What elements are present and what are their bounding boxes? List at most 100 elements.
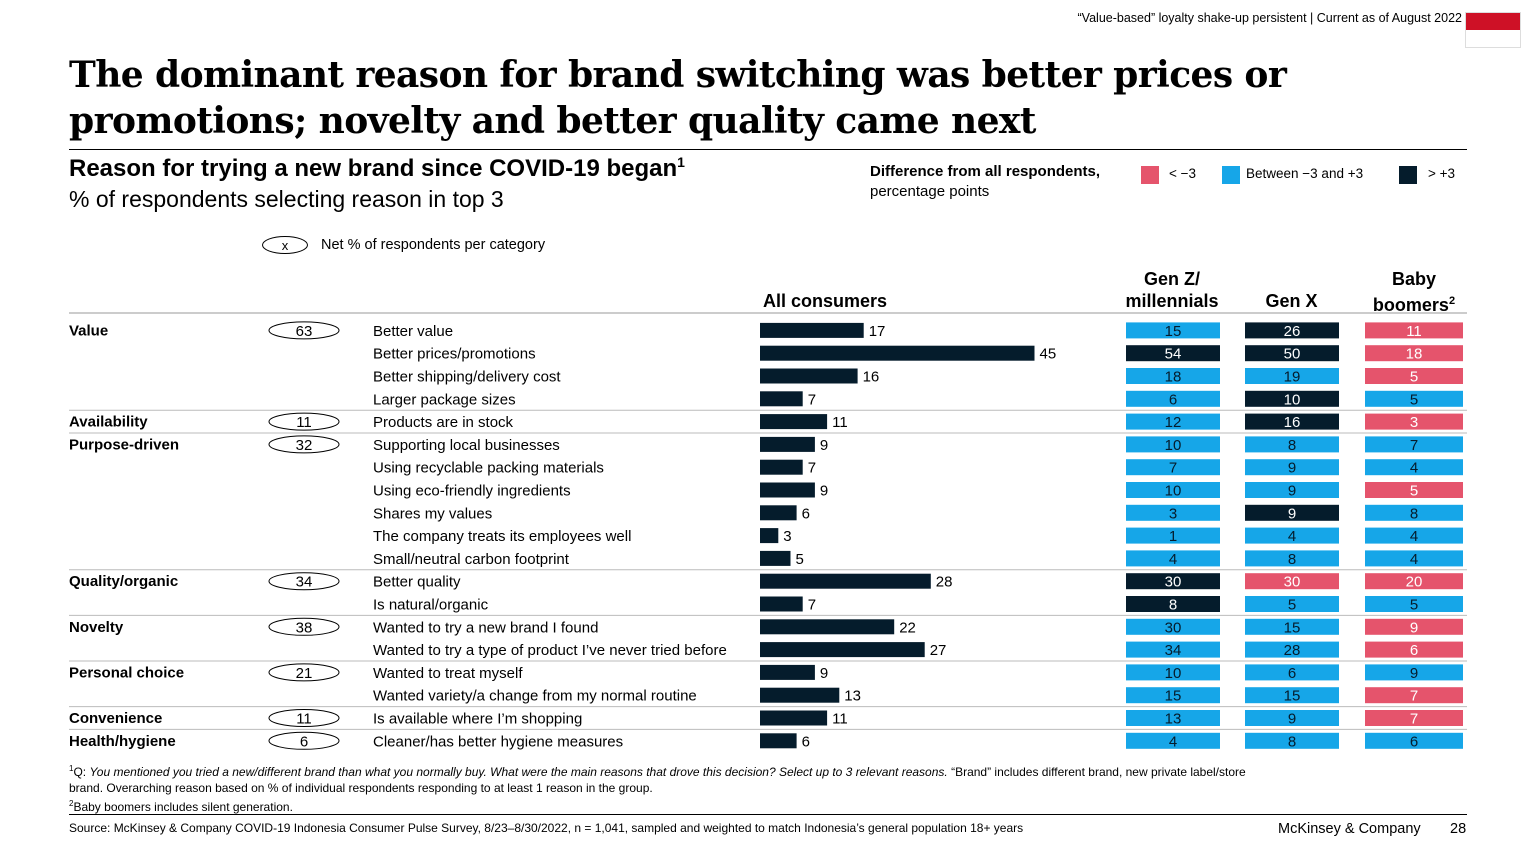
genz-cell	[1126, 390, 1220, 407]
bar	[760, 436, 815, 452]
column-header-all-consumers: All consumers	[762, 291, 888, 311]
net-oval	[268, 731, 340, 750]
genx-cell	[1245, 596, 1339, 612]
genz-cell	[1126, 459, 1220, 476]
title-divider	[69, 149, 1467, 150]
genx-value: 30	[1284, 574, 1301, 591]
boom-value: 7	[1410, 437, 1418, 454]
genx-cell	[1245, 390, 1339, 407]
bar	[760, 642, 925, 658]
boom-value: 5	[1410, 391, 1418, 408]
boom-value: 9	[1410, 619, 1418, 636]
bar	[760, 459, 803, 475]
boom-cell	[1365, 641, 1463, 658]
genz-value: 4	[1169, 733, 1177, 750]
genz-cell	[1126, 641, 1220, 658]
reason-label: Is natural/organic	[373, 597, 489, 614]
boom-value: 4	[1410, 551, 1418, 568]
bar	[760, 573, 931, 589]
bar-value-label: 11	[832, 414, 848, 431]
genz-cell	[1126, 504, 1220, 521]
boom-cell	[1365, 436, 1463, 453]
boom-cell	[1365, 732, 1463, 749]
reason-label: Better value	[373, 323, 453, 340]
chart-unit-label: % of respondents selecting reason in top…	[69, 186, 504, 212]
genz-cell	[1126, 573, 1220, 590]
net-value: 32	[296, 437, 313, 454]
boom-cell	[1365, 710, 1463, 726]
genx-value: 9	[1288, 483, 1296, 500]
footnotes: 1Q: You mentioned you tried a new/differ…	[69, 761, 1269, 816]
genz-cell	[1126, 482, 1220, 498]
genz-cell	[1126, 618, 1220, 635]
footnote-2-marker: 2	[69, 799, 74, 808]
genz-value: 13	[1165, 711, 1182, 728]
reason-label: Products are in stock	[373, 414, 514, 431]
genz-value: 15	[1165, 688, 1182, 705]
bar	[760, 664, 815, 680]
genz-value: 30	[1165, 619, 1182, 636]
legend-label-below: < −3	[1169, 166, 1197, 181]
bar	[760, 345, 1035, 361]
genx-cell	[1245, 550, 1339, 567]
column-header-boomers-line2: boomers2	[1354, 290, 1474, 316]
bar-value-label: 45	[1040, 346, 1057, 363]
bar-value-label: 5	[796, 551, 804, 568]
genx-cell	[1245, 459, 1339, 476]
reason-label: The company treats its employees well	[373, 528, 631, 545]
footnote-1-question: You mentioned you tried a new/different …	[89, 765, 948, 779]
boom-cell	[1365, 618, 1463, 635]
boom-value: 9	[1410, 665, 1418, 682]
boom-cell	[1365, 390, 1463, 407]
bar	[760, 322, 864, 338]
reason-label: Using eco-friendly ingredients	[373, 483, 571, 500]
boom-cell	[1365, 322, 1463, 339]
genz-value: 6	[1169, 391, 1177, 408]
boom-value: 20	[1406, 574, 1423, 591]
boom-cell	[1365, 573, 1463, 590]
boom-value: 6	[1410, 642, 1418, 659]
footnote-2-text: Baby boomers includes silent generation.	[73, 800, 293, 814]
genz-value: 54	[1165, 346, 1182, 363]
footer-divider	[69, 814, 1467, 815]
column-header-boomers-text: boomers	[1372, 295, 1449, 315]
footnote-2: 2Baby boomers includes silent generation…	[69, 796, 1269, 816]
reason-label: Supporting local businesses	[373, 437, 560, 454]
genx-value: 4	[1288, 528, 1296, 545]
page-title: The dominant reason for brand switching …	[69, 54, 1287, 142]
net-oval	[268, 617, 340, 636]
genx-cell	[1245, 527, 1339, 544]
boom-cell	[1365, 550, 1463, 567]
category-label: Personal choice	[69, 664, 184, 681]
bar	[760, 733, 797, 749]
legend-label-between: Between −3 and +3	[1246, 166, 1364, 181]
genz-cell	[1126, 710, 1220, 726]
net-value: 6	[300, 733, 308, 750]
bar-value-label: 3	[783, 528, 791, 545]
net-oval	[268, 435, 340, 454]
genx-cell	[1245, 573, 1339, 590]
genz-cell	[1126, 413, 1220, 430]
column-header-boomers-line1: Baby	[1391, 269, 1436, 289]
reason-label: Shares my values	[373, 505, 492, 522]
net-oval	[268, 709, 340, 727]
bar-value-label: 9	[820, 483, 828, 500]
genz-value: 30	[1165, 574, 1182, 591]
boom-value: 8	[1410, 505, 1418, 522]
net-oval	[268, 572, 340, 591]
chart-subtitle: Reason for trying a new brand since COVI…	[69, 154, 685, 183]
bar-value-label: 6	[802, 733, 810, 750]
reason-label: Using recyclable packing materials	[373, 460, 604, 477]
bar-value-label: 6	[802, 505, 810, 522]
bar	[760, 619, 895, 635]
category-label: Novelty	[69, 619, 124, 636]
genx-value: 19	[1284, 369, 1301, 386]
genz-value: 15	[1165, 323, 1182, 340]
net-value: 21	[296, 665, 313, 682]
category-label: Availability	[69, 414, 148, 431]
genx-value: 10	[1284, 391, 1301, 408]
legend-swatch-above	[1399, 166, 1417, 184]
page-number: 28	[1450, 821, 1467, 837]
genx-value: 15	[1284, 688, 1301, 705]
reason-label: Wanted to try a new brand I found	[373, 619, 598, 636]
